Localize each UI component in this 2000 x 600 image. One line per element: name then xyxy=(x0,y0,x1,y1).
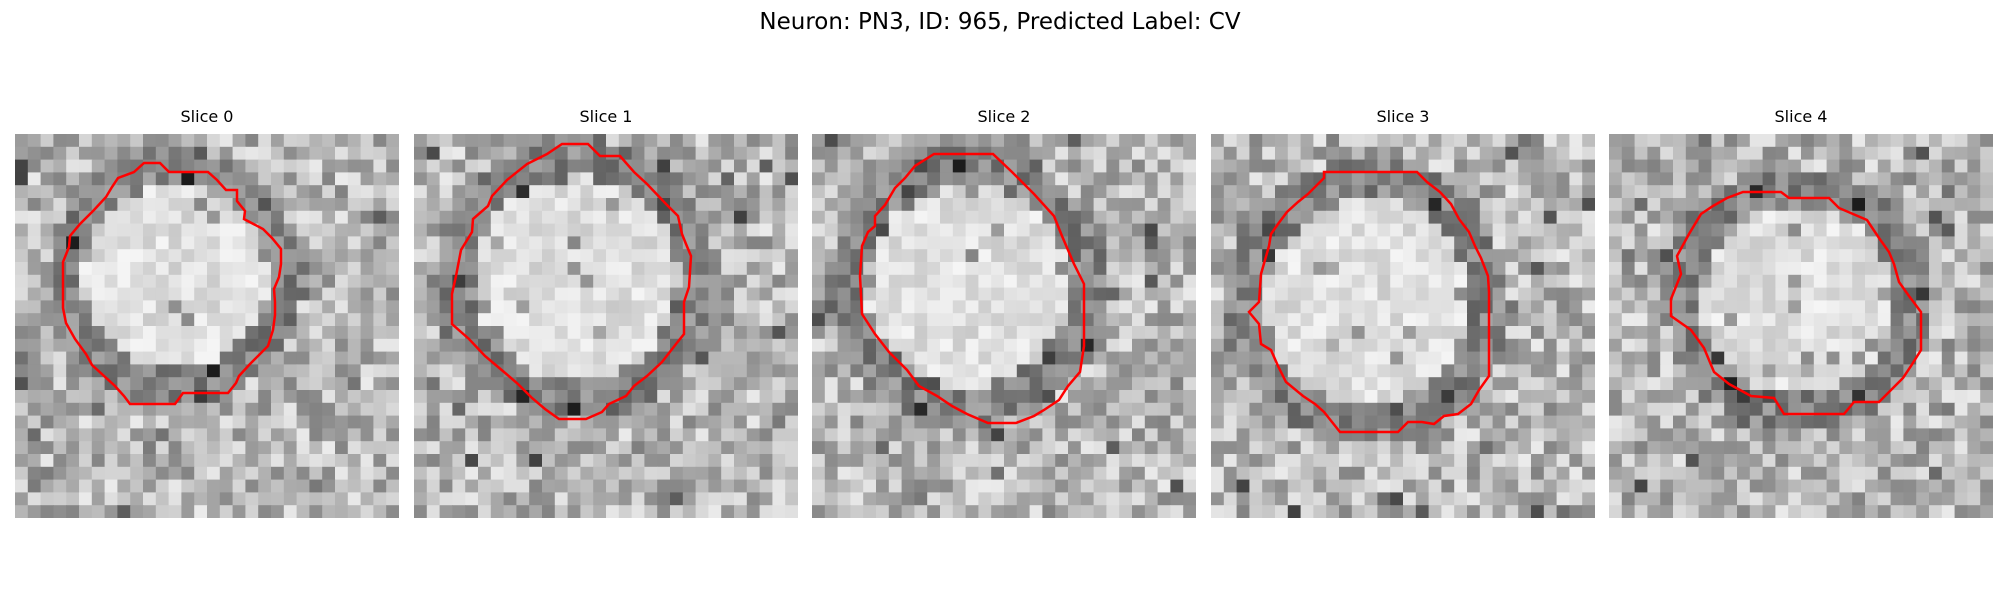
slice-image xyxy=(15,134,399,518)
slice-image xyxy=(414,134,798,518)
grayscale-pixels xyxy=(1609,134,1993,518)
grayscale-pixels xyxy=(414,134,798,518)
slice-title: Slice 1 xyxy=(579,107,633,126)
slice-image xyxy=(812,134,1196,518)
slice-image xyxy=(1211,134,1595,518)
segmentation-contour xyxy=(1669,190,1923,416)
grayscale-pixels xyxy=(15,134,399,518)
slice-image xyxy=(1609,134,1993,518)
slice-title: Slice 2 xyxy=(977,107,1031,126)
segmentation-contour xyxy=(858,152,1086,425)
grayscale-pixels xyxy=(812,134,1196,518)
slice-title: Slice 3 xyxy=(1376,107,1430,126)
grayscale-pixels xyxy=(1211,134,1595,518)
segmentation-contour xyxy=(1247,170,1491,434)
slice-title: Slice 0 xyxy=(180,107,234,126)
segmentation-contour xyxy=(61,161,283,406)
figure-title: Neuron: PN3, ID: 965, Predicted Label: C… xyxy=(759,9,1241,35)
slice-title: Slice 4 xyxy=(1774,107,1828,126)
segmentation-contour xyxy=(450,142,693,421)
